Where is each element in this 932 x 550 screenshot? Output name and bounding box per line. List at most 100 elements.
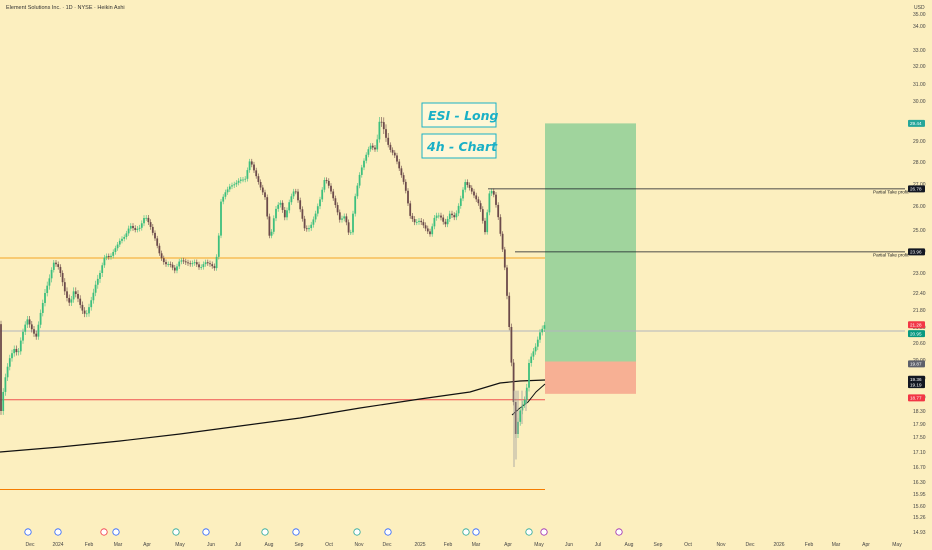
candle-body	[15, 348, 18, 353]
price-tick-label: 27.00	[913, 182, 926, 188]
candle-body	[358, 174, 361, 186]
candle-body	[305, 228, 308, 230]
candle-body	[319, 199, 321, 207]
candle-body	[0, 324, 2, 411]
event-marker	[24, 528, 32, 536]
candle-body	[167, 264, 170, 265]
annotation-text-4h-chart: 4h - Chart	[426, 139, 498, 154]
price-tick-label: 35.00	[913, 12, 926, 18]
price-tick-label: 15.26	[913, 515, 926, 521]
candle-body	[250, 161, 253, 165]
event-marker	[540, 528, 548, 536]
candle-body	[297, 191, 299, 201]
price-label-text: 19.87	[910, 362, 922, 367]
price-tick-label: 17.90	[913, 422, 926, 428]
candle-body	[204, 262, 207, 265]
candle-body	[420, 220, 423, 223]
stop-loss-zone	[545, 361, 636, 394]
candle-body	[235, 182, 238, 185]
candle-body	[132, 225, 134, 229]
annotation-4h-chart[interactable]: 4h - Chart	[421, 133, 498, 159]
price-label-text: 21.28	[910, 322, 922, 327]
candle-body	[125, 233, 128, 237]
price-tick-label: 29.00	[913, 139, 926, 145]
price-tick-label: 17.10	[913, 450, 926, 456]
candle-body	[369, 145, 372, 150]
time-axis-label: May	[175, 542, 185, 548]
price-tick-label: 15.60	[913, 504, 926, 510]
candle-body	[470, 187, 473, 192]
candle-body	[129, 225, 132, 229]
candle-body	[239, 179, 242, 181]
candle-body	[437, 215, 440, 217]
candle-body	[136, 228, 139, 230]
candle-body	[85, 313, 88, 315]
price-tick-label: 18.30	[913, 409, 926, 415]
time-axis-label: Oct	[325, 542, 333, 548]
candle-body	[543, 325, 546, 329]
candle-body	[525, 387, 528, 400]
time-axis-label: May	[534, 542, 544, 548]
candle-body	[391, 149, 394, 153]
candle-body	[253, 164, 255, 171]
candle-body	[211, 264, 214, 267]
candle-body	[198, 264, 200, 268]
time-axis-label: Apr	[143, 542, 151, 548]
candle-body	[83, 310, 86, 314]
event-marker	[54, 528, 62, 536]
candle-body	[107, 256, 110, 258]
partial-take-profit-lines[interactable]: Partial Take profit Partial Take profit	[488, 188, 909, 258]
candle-body	[24, 324, 27, 332]
candle-body	[400, 168, 403, 176]
candle-body	[336, 205, 339, 213]
candle-body	[140, 223, 143, 228]
candle-body	[13, 348, 16, 354]
candle-body	[118, 240, 121, 245]
candle-body	[539, 332, 541, 340]
candle-body	[323, 180, 326, 190]
event-marker	[525, 528, 533, 536]
candle-body	[521, 404, 524, 411]
candle-body	[171, 264, 174, 268]
candle-body	[79, 298, 82, 305]
time-axis-label: Feb	[85, 542, 94, 548]
candle-body	[268, 216, 271, 236]
candle-body	[231, 185, 233, 187]
candle-body	[88, 307, 90, 314]
candle-body	[512, 362, 515, 403]
event-markers[interactable]	[24, 528, 623, 536]
candle-body	[138, 227, 141, 229]
candle-body	[19, 340, 22, 352]
take-profit-zone	[545, 123, 636, 362]
candle-body	[481, 209, 484, 221]
candle-body	[457, 205, 460, 214]
candle-body	[206, 262, 209, 264]
time-axis-label: Oct	[684, 542, 692, 548]
candle-body	[283, 209, 286, 218]
long-position-tool[interactable]	[545, 123, 636, 394]
time-axis-label: Dec	[746, 542, 755, 548]
price-label-text: 20.95	[910, 331, 922, 336]
event-marker	[462, 528, 470, 536]
time-axis-label: Nov	[355, 542, 364, 548]
candle-body	[134, 228, 137, 230]
time-axis-label: Sep	[654, 542, 663, 548]
annotation-esi-long[interactable]: ESI - Long	[421, 102, 499, 128]
candle-body	[200, 267, 203, 268]
candle-body	[266, 197, 269, 217]
candle-body	[378, 121, 381, 140]
candle-body	[409, 203, 412, 216]
price-axis[interactable]: 35.00 34.00 33.00 32.00 31.00 30.00 29.00 28.00…	[913, 12, 926, 536]
candle-body	[17, 351, 20, 353]
time-axis[interactable]: Dec 2024 Feb Mar Apr May Jun Jul Aug Sep Oct Nov Dec…	[26, 542, 903, 548]
candle-body	[387, 137, 390, 145]
candle-body	[59, 266, 62, 273]
moving-average-line	[0, 379, 546, 453]
candle-body	[459, 198, 462, 206]
candle-body	[35, 333, 38, 337]
event-marker	[202, 528, 210, 536]
candle-body	[96, 278, 99, 285]
horizontal-levels[interactable]	[0, 257, 905, 491]
